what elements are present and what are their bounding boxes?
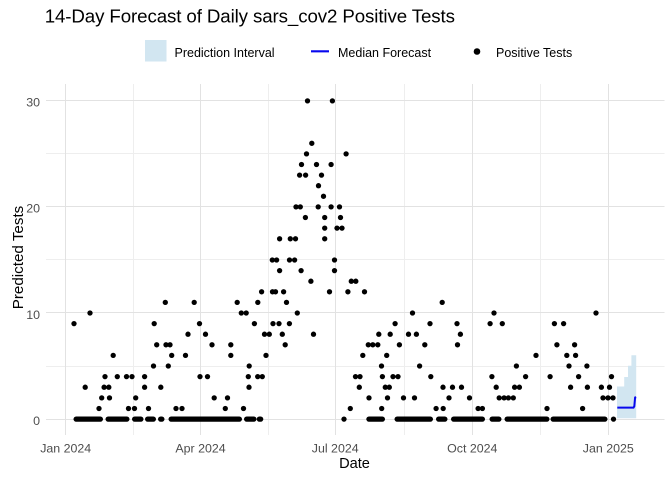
svg-text:Apr 2024: Apr 2024 xyxy=(175,442,225,456)
svg-text:Jul 2024: Jul 2024 xyxy=(312,442,359,456)
svg-text:10: 10 xyxy=(26,308,40,322)
svg-text:Predicted Tests: Predicted Tests xyxy=(10,205,27,309)
svg-text:14-Day Forecast of Daily sars_: 14-Day Forecast of Daily sars_cov2 Posit… xyxy=(45,5,455,27)
svg-text:Oct 2024: Oct 2024 xyxy=(447,442,497,456)
svg-text:30: 30 xyxy=(26,96,40,110)
svg-text:20: 20 xyxy=(26,202,40,216)
svg-text:Positive Tests: Positive Tests xyxy=(496,46,572,60)
svg-text:0: 0 xyxy=(33,414,40,428)
svg-text:Prediction Interval: Prediction Interval xyxy=(175,46,275,60)
svg-text:Jan 2025: Jan 2025 xyxy=(583,442,634,456)
svg-text:Median Forecast: Median Forecast xyxy=(338,46,432,60)
svg-text:Date: Date xyxy=(339,456,370,472)
svg-text:Jan 2024: Jan 2024 xyxy=(40,442,91,456)
